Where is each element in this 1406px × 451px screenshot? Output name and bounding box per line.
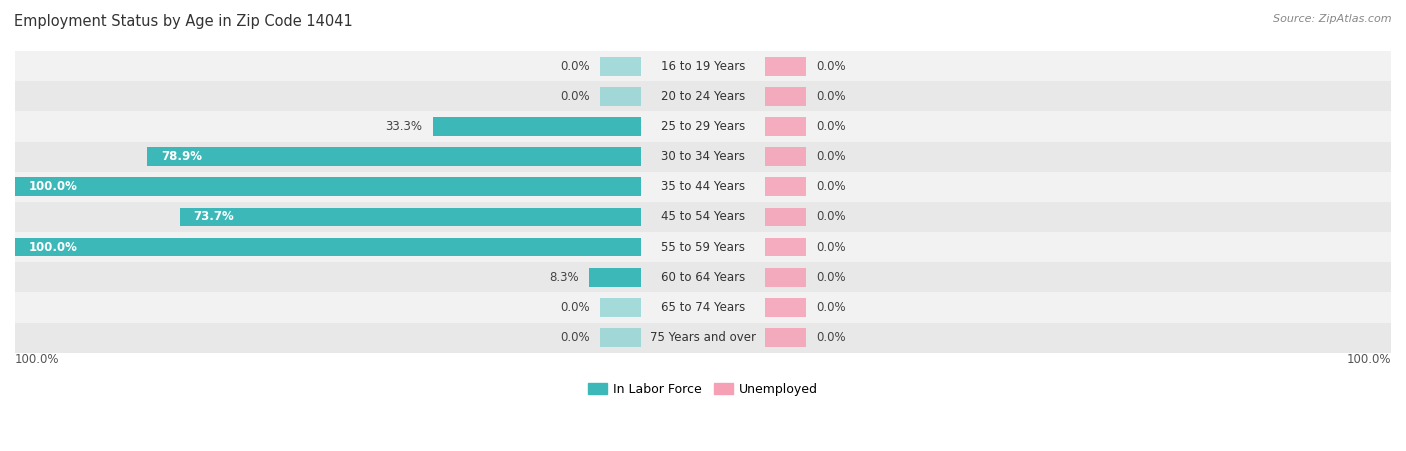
Bar: [765, 87, 806, 106]
Bar: [15, 81, 1391, 111]
Bar: [765, 147, 806, 166]
Text: 33.3%: 33.3%: [385, 120, 422, 133]
Bar: [15, 51, 1391, 81]
Text: 60 to 64 Years: 60 to 64 Years: [661, 271, 745, 284]
Text: 100.0%: 100.0%: [28, 241, 77, 253]
Bar: [15, 292, 1391, 322]
Text: 35 to 44 Years: 35 to 44 Years: [661, 180, 745, 193]
Bar: [765, 207, 806, 226]
Text: 8.3%: 8.3%: [550, 271, 579, 284]
Bar: [15, 142, 1391, 172]
Text: 0.0%: 0.0%: [817, 180, 846, 193]
Text: 25 to 29 Years: 25 to 29 Years: [661, 120, 745, 133]
Text: 0.0%: 0.0%: [817, 271, 846, 284]
Text: 65 to 74 Years: 65 to 74 Years: [661, 301, 745, 314]
Legend: In Labor Force, Unemployed: In Labor Force, Unemployed: [583, 378, 823, 401]
Bar: [15, 202, 1391, 232]
Bar: [765, 57, 806, 75]
Text: 55 to 59 Years: 55 to 59 Years: [661, 241, 745, 253]
Bar: [148, 147, 641, 166]
Bar: [600, 87, 641, 106]
Text: 45 to 54 Years: 45 to 54 Years: [661, 211, 745, 223]
Text: 100.0%: 100.0%: [28, 180, 77, 193]
Text: 0.0%: 0.0%: [560, 60, 589, 73]
Text: Source: ZipAtlas.com: Source: ZipAtlas.com: [1274, 14, 1392, 23]
Text: 100.0%: 100.0%: [15, 353, 59, 366]
Text: 20 to 24 Years: 20 to 24 Years: [661, 90, 745, 103]
Bar: [15, 172, 1391, 202]
Bar: [15, 322, 1391, 353]
Bar: [600, 57, 641, 75]
Bar: [765, 298, 806, 317]
Text: 78.9%: 78.9%: [160, 150, 202, 163]
Bar: [765, 268, 806, 287]
Text: 0.0%: 0.0%: [560, 90, 589, 103]
Text: 0.0%: 0.0%: [817, 60, 846, 73]
Bar: [765, 328, 806, 347]
Bar: [765, 117, 806, 136]
Text: 73.7%: 73.7%: [194, 211, 235, 223]
Bar: [15, 111, 1391, 142]
Text: 0.0%: 0.0%: [817, 331, 846, 344]
Text: 0.0%: 0.0%: [817, 211, 846, 223]
Bar: [15, 238, 641, 257]
Text: 100.0%: 100.0%: [1347, 353, 1391, 366]
Bar: [433, 117, 641, 136]
Text: 0.0%: 0.0%: [817, 241, 846, 253]
Text: 16 to 19 Years: 16 to 19 Years: [661, 60, 745, 73]
Text: 0.0%: 0.0%: [817, 150, 846, 163]
Bar: [765, 238, 806, 257]
Text: 0.0%: 0.0%: [817, 90, 846, 103]
Text: 75 Years and over: 75 Years and over: [650, 331, 756, 344]
Text: 0.0%: 0.0%: [560, 301, 589, 314]
Bar: [589, 268, 641, 287]
Text: 0.0%: 0.0%: [817, 301, 846, 314]
Text: Employment Status by Age in Zip Code 14041: Employment Status by Age in Zip Code 140…: [14, 14, 353, 28]
Bar: [600, 328, 641, 347]
Text: 30 to 34 Years: 30 to 34 Years: [661, 150, 745, 163]
Text: 0.0%: 0.0%: [560, 331, 589, 344]
Bar: [180, 207, 641, 226]
Bar: [600, 298, 641, 317]
Bar: [15, 232, 1391, 262]
Bar: [15, 262, 1391, 292]
Bar: [15, 177, 641, 196]
Text: 0.0%: 0.0%: [817, 120, 846, 133]
Bar: [765, 177, 806, 196]
